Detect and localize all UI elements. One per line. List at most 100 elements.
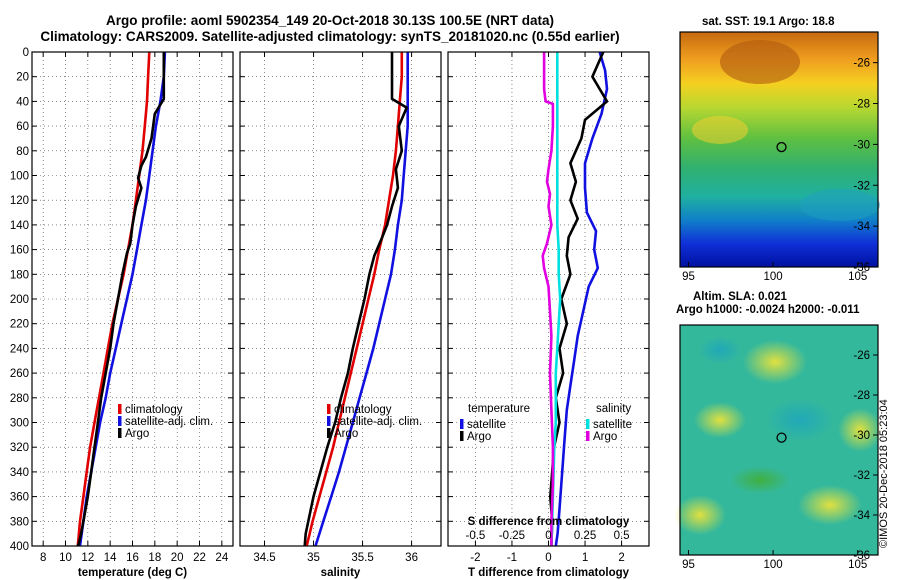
x-tick-label: 1 [582, 552, 588, 564]
map-y-tick-label: -36 [853, 550, 870, 562]
legend-swatch [327, 404, 331, 414]
x-tick-label: 10 [59, 552, 72, 564]
legend-swatch [586, 431, 590, 441]
legend-title: temperature [468, 403, 530, 415]
map-x-tick-label: 105 [848, 271, 867, 283]
x2-tick-label: -0.25 [499, 530, 525, 542]
map-y-tick-label: -30 [853, 430, 870, 442]
y-tick-label: 400 [10, 541, 29, 553]
y-tick-label: 120 [10, 195, 29, 207]
y-tick-label: 20 [16, 72, 29, 84]
legend-title: salinity [596, 403, 631, 415]
y-tick-label: 40 [16, 96, 29, 108]
map-x-tick-label: 100 [763, 559, 782, 571]
series-line-climatology [305, 52, 404, 547]
x-tick-label: 12 [81, 552, 94, 564]
sst-map-title: sat. SST: 19.1 Argo: 18.8 [702, 16, 835, 28]
series-line-salinity-satellite [550, 52, 562, 547]
map-x-tick-label: 100 [763, 271, 782, 283]
y-tick-label: 140 [10, 220, 29, 232]
legend-label: Argo [467, 431, 491, 443]
x-tick-label: -1 [507, 552, 517, 564]
x-tick-label: 35 [307, 552, 320, 564]
map-y-tick-label: -36 [853, 262, 870, 274]
x-tick-label: -2 [470, 552, 480, 564]
x-tick-label: 8 [40, 552, 46, 564]
x-tick-label: 22 [193, 552, 206, 564]
imos-credit: ©IMOS 20-Dec-2018 05:23:04 [878, 399, 890, 548]
legend-label: Argo [334, 428, 358, 440]
sla-blob [798, 485, 862, 525]
legend-swatch [586, 419, 590, 429]
legend-label: Argo [593, 431, 617, 443]
legend-swatch [118, 404, 122, 414]
map-y-tick-label: -32 [853, 180, 870, 192]
sla-blob [766, 398, 834, 442]
sla-blob [838, 408, 882, 452]
map-y-tick-label: -28 [853, 99, 870, 111]
legend-label: climatology [125, 404, 183, 416]
y-tick-label: 200 [10, 294, 29, 306]
x-tick-label: 34.5 [253, 552, 275, 564]
y-tick-label: 160 [10, 245, 29, 257]
series-line-argo [76, 52, 166, 547]
map-y-tick-label: -26 [853, 350, 870, 362]
map-frame [679, 324, 879, 556]
map-x-tick-label: 105 [848, 559, 867, 571]
x2-tick-label: -0.5 [465, 530, 485, 542]
x-tick-label: 24 [215, 552, 228, 564]
series-line-temperature-argo [548, 51, 609, 547]
sst-patch [800, 189, 880, 221]
y-tick-label: 380 [10, 516, 29, 528]
legend-label: satellite [467, 419, 506, 431]
sst-patch [692, 116, 748, 144]
profile-title: Argo profile: aoml 5902354_149 20-Oct-20… [106, 13, 554, 28]
y-tick-label: 300 [10, 418, 29, 430]
sla-blob [674, 495, 726, 535]
x-tick-label: 20 [171, 552, 184, 564]
series-line-salinity-argo [541, 52, 555, 546]
map-y-tick-label: -30 [853, 139, 870, 151]
x-tick-label: 16 [126, 552, 139, 564]
y-tick-label: 180 [10, 269, 29, 281]
y-tick-label: 60 [16, 121, 29, 133]
sla-map-subtitle: Argo h1000: -0.0024 h2000: -0.011 [676, 304, 860, 316]
legend-swatch [118, 428, 122, 438]
legend-swatch [460, 431, 464, 441]
y-tick-label: 320 [10, 442, 29, 454]
x-axis-label: temperature (deg C) [78, 567, 187, 579]
map-y-tick-label: -28 [853, 390, 870, 402]
map-y-tick-label: -26 [853, 58, 870, 70]
legend-label: satellite-adj. clim. [334, 416, 422, 428]
x-tick-label: 14 [104, 552, 117, 564]
y-tick-label: 360 [10, 492, 29, 504]
x-axis-label: T difference from climatology [468, 567, 630, 579]
x2-tick-label: 0 [545, 530, 551, 542]
y-tick-label: 340 [10, 467, 29, 479]
x-tick-label: 18 [148, 552, 161, 564]
sst-warm-patch [720, 40, 800, 84]
legend-swatch [327, 428, 331, 438]
x2-axis-label: S difference from climatology [468, 516, 630, 528]
legend-label: satellite-adj. clim. [125, 416, 213, 428]
x2-tick-label: 0.25 [574, 530, 596, 542]
x-tick-label: 0 [545, 552, 551, 564]
sla-blob [743, 340, 807, 384]
x2-tick-label: 0.5 [614, 530, 630, 542]
climatology-title: Climatology: CARS2009. Satellite-adjuste… [40, 29, 620, 44]
legend-swatch [460, 419, 464, 429]
sla-blob [694, 402, 746, 438]
y-tick-label: 260 [10, 368, 29, 380]
map-y-tick-label: -34 [853, 221, 870, 233]
map-x-tick-label: 95 [682, 559, 695, 571]
map-y-tick-label: -34 [853, 510, 870, 522]
legend-swatch [327, 416, 331, 426]
sla-map-title: Altim. SLA: 0.021 [693, 291, 787, 303]
map-x-tick-label: 95 [682, 271, 695, 283]
y-tick-label: 240 [10, 343, 29, 355]
legend-label: Argo [125, 428, 149, 440]
legend-swatch [118, 416, 122, 426]
float-location-marker [776, 432, 787, 443]
y-tick-label: 0 [23, 47, 29, 59]
y-tick-label: 280 [10, 393, 29, 405]
